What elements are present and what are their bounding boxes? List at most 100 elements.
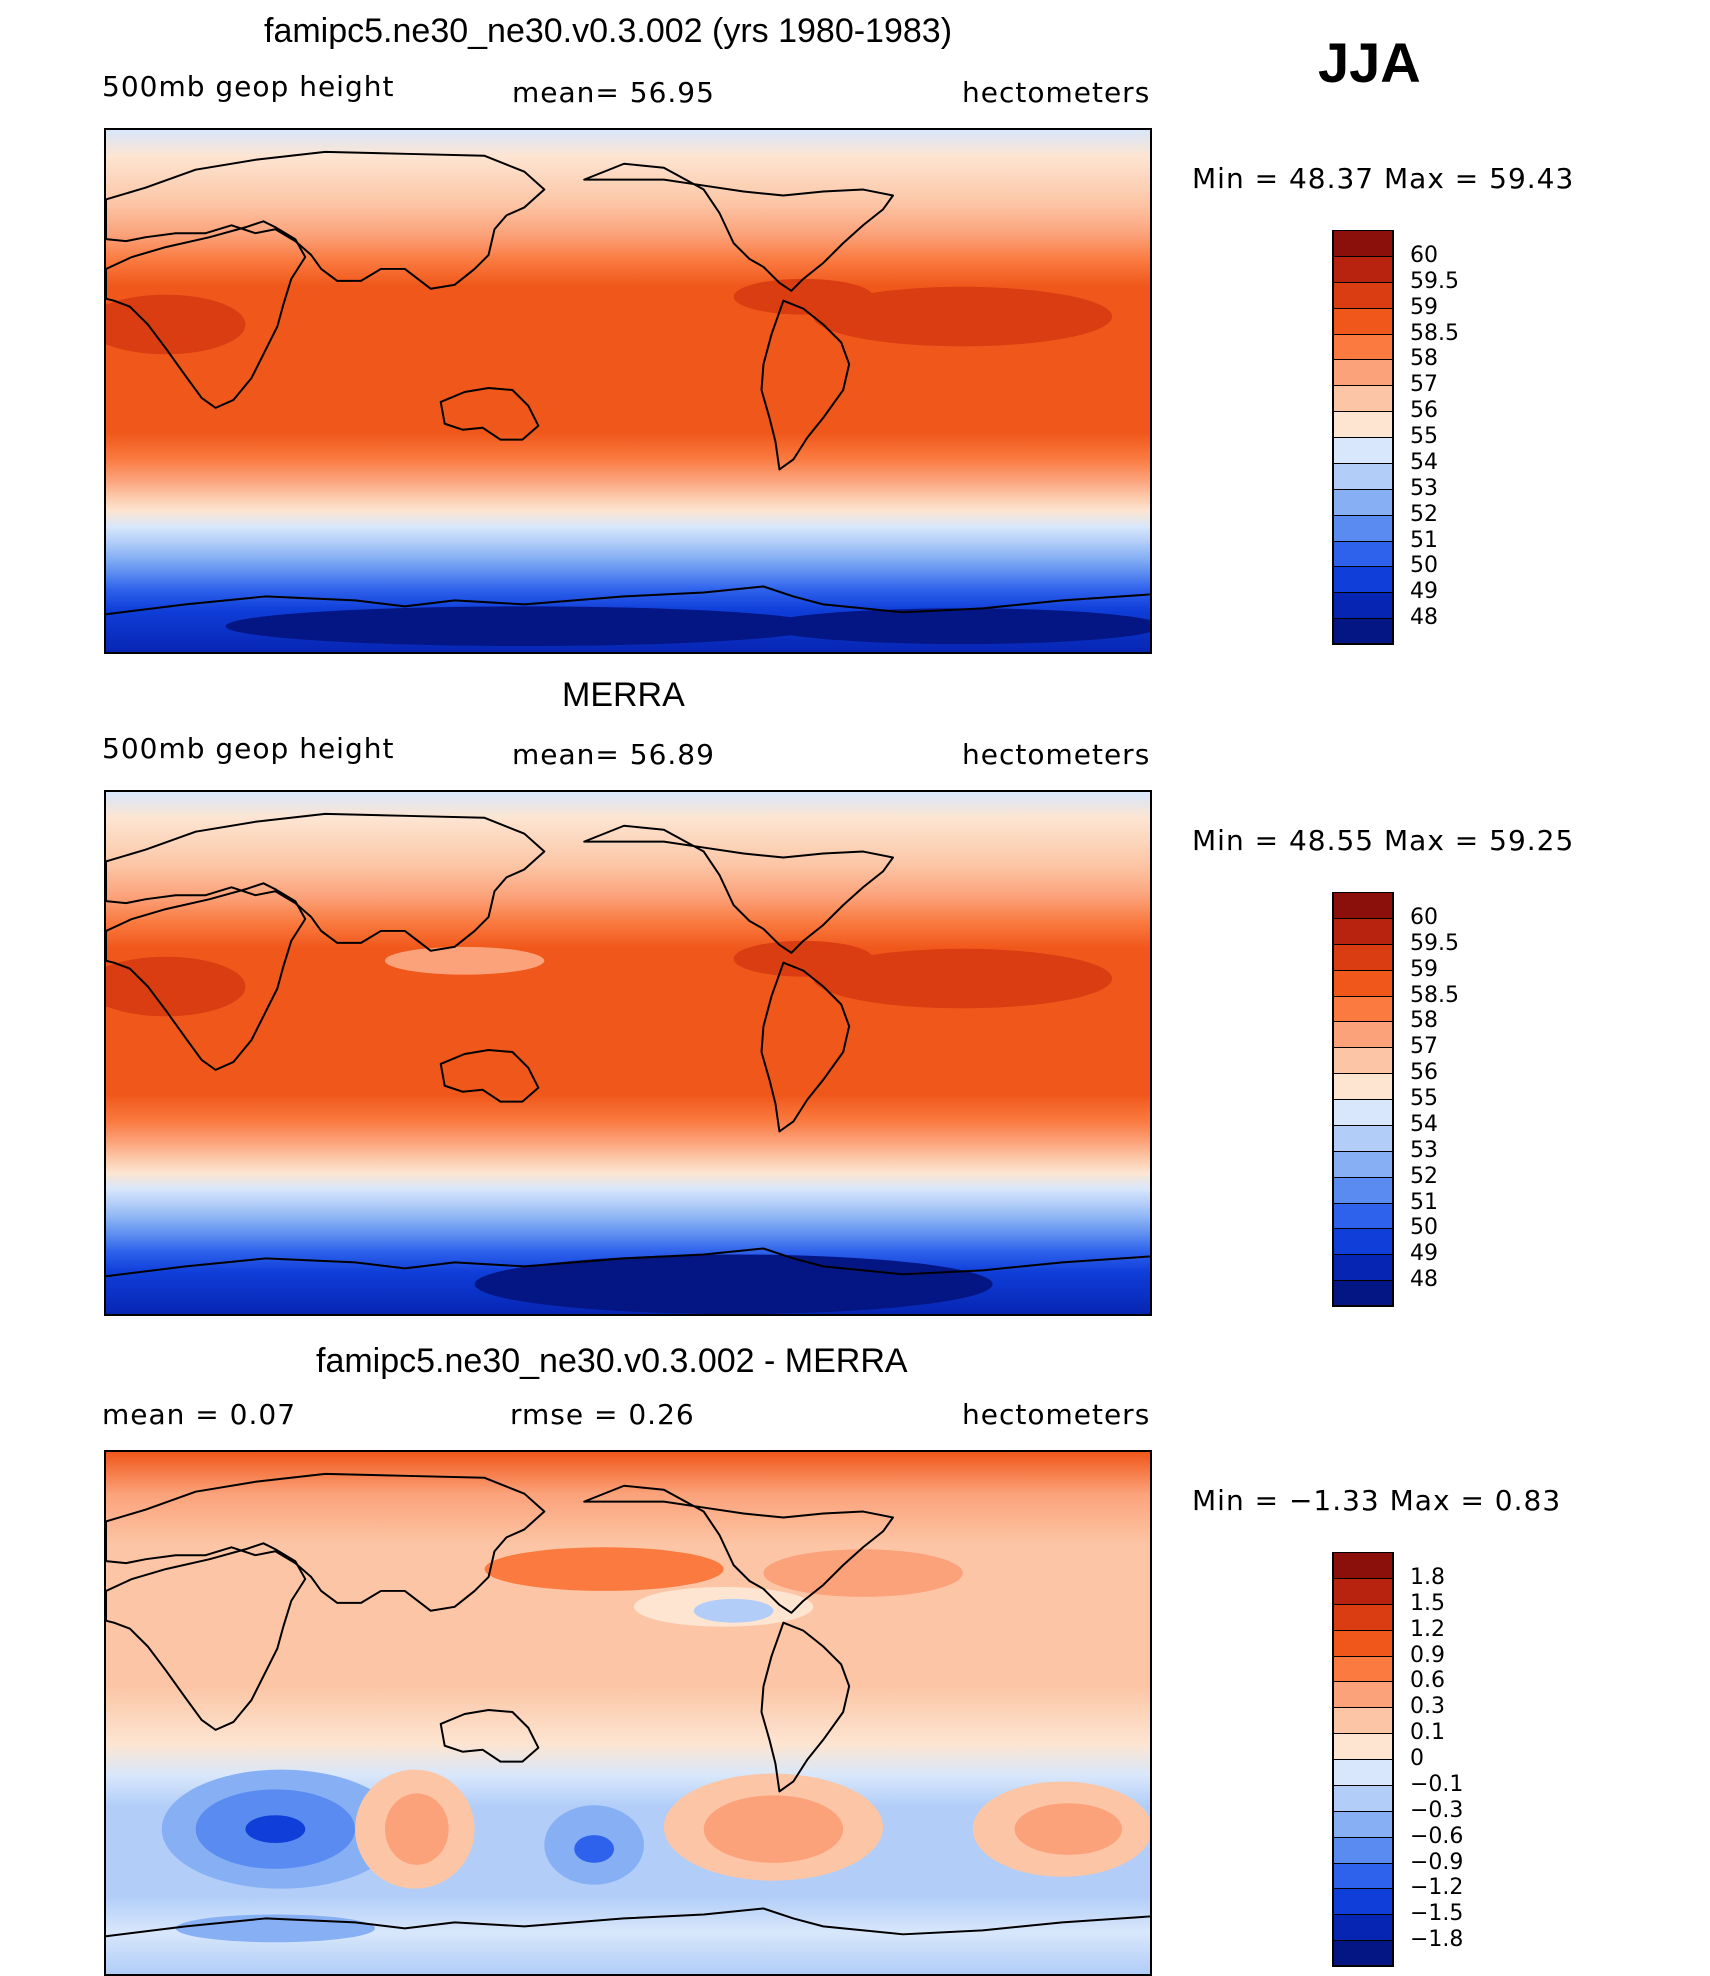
contour-region <box>384 1793 449 1865</box>
colorbar-tick-label: 57 <box>1410 372 1438 398</box>
colorbar-tick-label: 58.5 <box>1410 982 1459 1008</box>
contour-region <box>813 948 1113 1009</box>
field-background <box>106 1452 1150 1974</box>
coastline <box>106 150 546 290</box>
colorbar-swatch <box>1332 1784 1394 1812</box>
panel-3-colorbar: 1.8 1.5 1.2 0.9 0.6 0.3 0.1 0 −0.1 −0.3 −0.6 −0.9 −1… <box>1332 1552 1463 1967</box>
colorbar-swatch <box>1332 1862 1394 1889</box>
colorbar-tick-label: 59.5 <box>1410 268 1459 294</box>
panel-1-mean-label: mean= 56.95 <box>512 76 715 109</box>
colorbar-swatch <box>1332 1280 1394 1307</box>
colorbar-swatch <box>1332 1176 1394 1203</box>
colorbar-swatch <box>1332 592 1394 619</box>
colorbar-tick-label: 58.5 <box>1410 320 1459 346</box>
contour-region <box>733 940 874 977</box>
colorbar-tick-label: 0.9 <box>1410 1642 1445 1668</box>
colorbar-tick-label: 51 <box>1410 1189 1438 1215</box>
colorbar-swatch <box>1332 1733 1394 1760</box>
panel-2-variable-label: 500mb geop height <box>102 732 395 765</box>
colorbar-tick-label: 50 <box>1410 553 1438 579</box>
colorbar-swatch <box>1332 333 1394 360</box>
colorbar-swatch <box>1332 1655 1394 1682</box>
contour-region <box>703 1795 844 1863</box>
panel-2-map <box>104 790 1152 1316</box>
coastline <box>583 162 894 292</box>
coastline <box>583 1484 894 1614</box>
colorbar-swatch <box>1332 385 1394 412</box>
colorbar-tick-label: 49 <box>1410 1241 1438 1267</box>
panel-3-mean-label: mean = 0.07 <box>102 1398 297 1431</box>
colorbar-tick-label: 0.3 <box>1410 1694 1445 1720</box>
colorbar-swatch <box>1332 969 1394 996</box>
panel-1-title: famipc5.ne30_ne30.v0.3.002 (yrs 1980-198… <box>264 12 953 50</box>
colorbar-tick-label: 55 <box>1410 1086 1438 1111</box>
colorbar-swatch <box>1332 437 1394 464</box>
colorbar-tick-label: 53 <box>1410 475 1438 501</box>
colorbar-swatch <box>1332 1681 1394 1708</box>
contour-region <box>245 1815 306 1844</box>
colorbar-swatch <box>1332 1099 1394 1126</box>
colorbar-swatch <box>1332 1552 1394 1579</box>
colorbar-swatch <box>1332 488 1394 516</box>
colorbar-tick-label: 52 <box>1410 1163 1438 1189</box>
colorbar-tick-label: −0.9 <box>1410 1849 1464 1875</box>
colorbar-swatch <box>1332 514 1394 541</box>
panel-2-units-label: hectometers <box>962 738 1151 771</box>
coastline <box>106 812 546 952</box>
coastline <box>439 387 540 441</box>
colorbar-tick-label: 1.8 <box>1410 1564 1445 1590</box>
panel-3-units-label: hectometers <box>962 1398 1151 1431</box>
colorbar-swatch <box>1332 1940 1394 1967</box>
contour-region <box>574 1835 615 1863</box>
colorbar-swatch <box>1332 307 1394 334</box>
field-background <box>106 130 1150 652</box>
coastline <box>583 824 894 954</box>
panel-1-variable-label: 500mb geop height <box>102 70 395 103</box>
contour-region <box>384 946 545 975</box>
contour-region <box>813 286 1113 347</box>
colorbar-tick-label: 51 <box>1410 527 1438 553</box>
colorbar-swatch <box>1332 566 1394 593</box>
coastline <box>439 1709 540 1763</box>
colorbar-tick-label: 1.5 <box>1410 1590 1445 1616</box>
colorbar-tick-label: −0.6 <box>1410 1823 1464 1849</box>
colorbar-swatch <box>1332 1603 1394 1631</box>
coastline <box>106 585 1150 616</box>
panel-1-minmax-label: Min = 48.37 Max = 59.43 <box>1192 162 1575 195</box>
contour-region <box>693 1598 774 1623</box>
colorbar-tick-label: −0.1 <box>1410 1771 1464 1797</box>
colorbar-tick-label: 53 <box>1410 1137 1438 1163</box>
coastline <box>106 1247 1150 1278</box>
colorbar-swatch <box>1332 1914 1394 1941</box>
colorbar-swatch <box>1332 917 1394 945</box>
colorbar-tick-label: 59.5 <box>1410 930 1459 956</box>
colorbar-swatch <box>1332 1124 1394 1152</box>
colorbar-tick-label: 60 <box>1410 242 1438 268</box>
colorbar-tick-label: 56 <box>1410 398 1438 424</box>
colorbar-swatch <box>1332 1202 1394 1229</box>
colorbar-swatch <box>1332 1810 1394 1838</box>
colorbar-tick-label: 0.1 <box>1410 1720 1445 1746</box>
panel-3-title: famipc5.ne30_ne30.v0.3.002 - MERRA <box>316 1342 908 1380</box>
colorbar-swatch <box>1332 1836 1394 1863</box>
colorbar-tick-label: 57 <box>1410 1034 1438 1060</box>
colorbar-tick-label: 58 <box>1410 346 1438 372</box>
coastline <box>106 1472 546 1612</box>
colorbar-swatch <box>1332 1073 1394 1100</box>
colorbar-swatch <box>1332 411 1394 438</box>
panel-2-minmax-label: Min = 48.55 Max = 59.25 <box>1192 824 1575 857</box>
coastline <box>106 1907 1150 1938</box>
contour-region <box>763 1549 963 1597</box>
panel-3-minmax-label: Min = −1.33 Max = 0.83 <box>1192 1484 1562 1517</box>
panel-3-rmse-label: rmse = 0.26 <box>510 1398 695 1431</box>
colorbar-swatch <box>1332 1254 1394 1281</box>
colorbar-swatch <box>1332 540 1394 567</box>
colorbar-tick-label: 59 <box>1410 294 1438 320</box>
panel-2-mean-label: mean= 56.89 <box>512 738 715 771</box>
colorbar-swatch <box>1332 1047 1394 1074</box>
colorbar-swatch <box>1332 1629 1394 1656</box>
colorbar-swatch <box>1332 1759 1394 1786</box>
colorbar-tick-label: 55 <box>1410 424 1438 449</box>
coastline <box>760 1621 851 1793</box>
panel-1-colorbar: 60 59.5 59 58.5 58 57 56 55 54 53 52 51 50 49 48 <box>1332 230 1459 645</box>
